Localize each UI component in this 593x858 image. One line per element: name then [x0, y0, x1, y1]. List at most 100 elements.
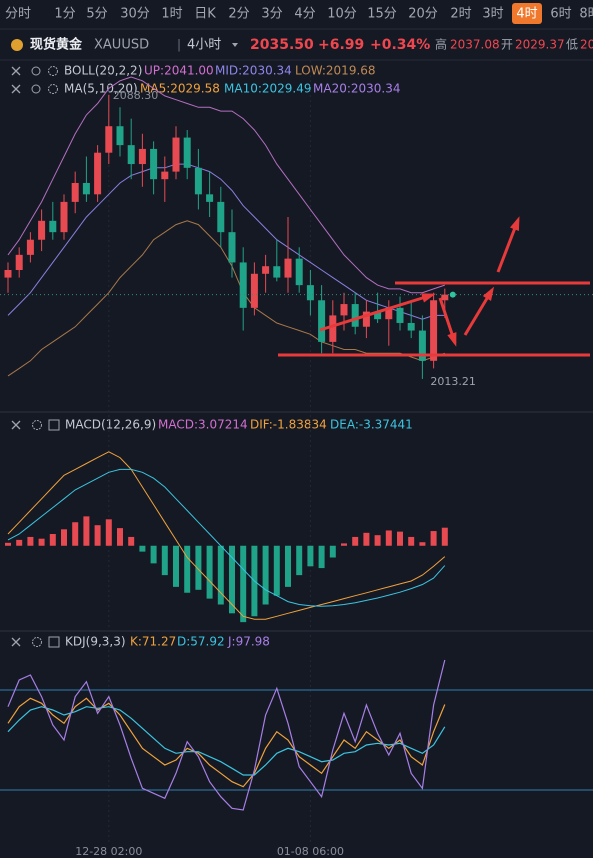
visibility-icon[interactable]: [31, 84, 41, 94]
candle-body: [262, 266, 270, 274]
indicator-line: [7, 451, 446, 620]
expand-icon[interactable]: [48, 636, 60, 648]
arrow-head: [509, 216, 520, 231]
boll-mid: MID:2030.34: [215, 64, 292, 78]
macd-bar: [184, 545, 191, 593]
candle-body: [340, 304, 348, 316]
candle-body: [418, 330, 426, 361]
arrow-head: [421, 293, 436, 303]
close-icon[interactable]: [11, 84, 21, 94]
indicator-line: [7, 468, 446, 607]
tab[interactable]: 3分: [261, 7, 282, 22]
tab[interactable]: 30分: [120, 7, 150, 22]
change-pct: +0.34%: [370, 37, 430, 53]
candle-body: [138, 148, 146, 165]
macd-bar: [329, 545, 336, 558]
indicator-line: [7, 659, 446, 811]
settings-icon[interactable]: [48, 84, 58, 94]
indicator-line: [7, 706, 446, 776]
open: 2029.37: [515, 38, 565, 52]
macd-bar: [206, 545, 213, 599]
candle-body: [26, 239, 34, 255]
arrow-head: [482, 286, 495, 301]
macd-bar: [27, 536, 34, 546]
macd-bar: [229, 545, 235, 614]
close-icon[interactable]: [11, 66, 21, 76]
tab[interactable]: 15分: [367, 7, 397, 22]
macd-value: MACD:3.07214: [158, 418, 248, 432]
indicator-line: [7, 697, 446, 788]
current-price-dot: [449, 291, 456, 298]
candle-body: [295, 258, 303, 286]
candle-body: [284, 258, 292, 278]
tab[interactable]: 20分: [408, 7, 438, 22]
settings-icon[interactable]: [48, 66, 58, 76]
close-icon[interactable]: [11, 420, 21, 430]
candle-body: [239, 262, 247, 308]
boll-low: LOW:2019.68: [295, 64, 376, 78]
tab[interactable]: 10分: [327, 7, 357, 22]
tab[interactable]: 3时: [482, 7, 503, 22]
macd-bar: [72, 522, 79, 546]
tab[interactable]: 日K: [194, 7, 216, 22]
macd-bar: [307, 545, 314, 567]
period[interactable]: 4小时: [187, 38, 221, 53]
dropdown-caret: [232, 43, 238, 47]
tab[interactable]: 1时: [161, 7, 182, 22]
candle-body: [206, 194, 214, 202]
k-value: K:71.27: [130, 635, 176, 649]
macd-bar: [385, 530, 392, 546]
settings-icon[interactable]: [32, 637, 42, 647]
symbol-name: 现货黄金: [30, 37, 83, 53]
visibility-icon[interactable]: [31, 66, 41, 76]
macd-bar: [16, 539, 23, 546]
candle-body: [228, 232, 236, 263]
candle-body: [306, 285, 314, 301]
macd-bar: [150, 545, 157, 564]
macd-bar: [419, 542, 426, 546]
expand-icon[interactable]: [48, 419, 60, 431]
tab[interactable]: 4时: [516, 7, 537, 22]
macd-bar: [374, 535, 381, 546]
tab[interactable]: 1分: [54, 7, 75, 22]
candle-body: [351, 304, 359, 327]
low-label: 低: [566, 38, 578, 52]
candle-body: [105, 126, 113, 153]
tab[interactable]: 8时: [579, 7, 593, 22]
macd-bar: [352, 536, 359, 546]
candle-body: [82, 182, 90, 195]
ma5: MA5:2029.58: [140, 82, 220, 96]
tab[interactable]: 5分: [86, 7, 107, 22]
candle-body: [217, 201, 225, 233]
macd-bar: [318, 545, 325, 569]
candle-body: [194, 167, 202, 195]
settings-icon[interactable]: [32, 420, 42, 430]
tab[interactable]: 2分: [228, 7, 249, 22]
candle-body: [385, 307, 393, 320]
candle-body: [183, 137, 191, 168]
active-tab-bg: [512, 3, 542, 24]
open-label: 开: [501, 38, 513, 52]
candle-body: [374, 311, 382, 320]
arrow-head: [447, 332, 457, 347]
d-value: D:57.92: [177, 635, 225, 649]
tab[interactable]: 2时: [450, 7, 471, 22]
macd-bar: [363, 532, 370, 546]
macd-bar: [5, 542, 11, 546]
macd-bar: [285, 545, 291, 587]
high: 2037.08: [450, 38, 500, 52]
macd-bar: [173, 545, 179, 587]
change: +6.99: [318, 37, 364, 53]
tab[interactable]: 4分: [294, 7, 315, 22]
price: 2035.50: [250, 37, 314, 53]
macd-bar: [117, 528, 123, 546]
candle-body: [150, 148, 158, 180]
macd-bar: [441, 527, 448, 546]
close-icon[interactable]: [11, 637, 21, 647]
candle-body: [49, 220, 57, 233]
tab[interactable]: 分时: [5, 7, 31, 22]
drawn-arrow: [319, 293, 433, 332]
macd-bar: [38, 538, 45, 546]
tab[interactable]: 6时: [550, 7, 571, 22]
